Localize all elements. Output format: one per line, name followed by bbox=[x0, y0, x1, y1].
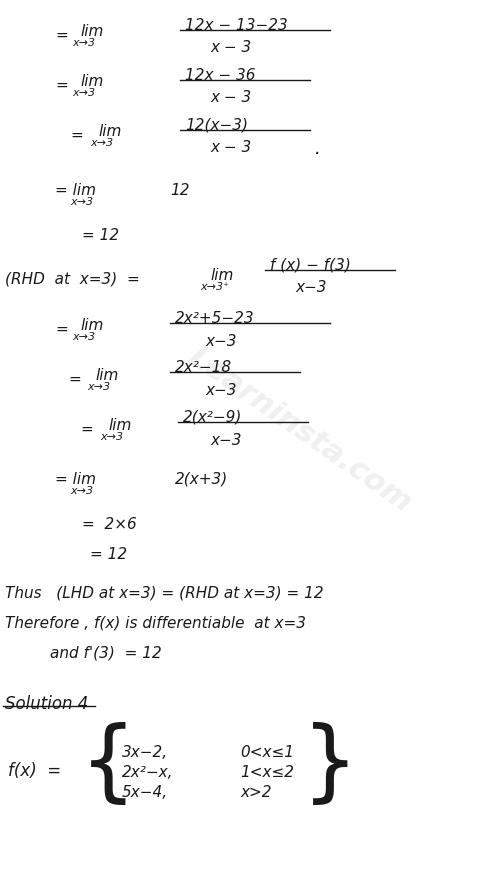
Text: 2x²−x,: 2x²−x, bbox=[122, 765, 173, 780]
Text: =: = bbox=[55, 322, 68, 337]
Text: x→3: x→3 bbox=[70, 197, 93, 207]
Text: x>2: x>2 bbox=[240, 785, 272, 800]
Text: =: = bbox=[70, 128, 83, 143]
Text: f(x)  =: f(x) = bbox=[8, 762, 61, 780]
Text: lim: lim bbox=[210, 268, 233, 283]
Text: =: = bbox=[80, 422, 93, 437]
Text: x−3: x−3 bbox=[295, 280, 327, 295]
Text: =: = bbox=[55, 78, 68, 93]
Text: x→3: x→3 bbox=[87, 382, 110, 392]
Text: x→3: x→3 bbox=[72, 38, 95, 48]
Text: Therefore , f(x) is differentiable  at x=3: Therefore , f(x) is differentiable at x=… bbox=[5, 615, 306, 630]
Text: lim: lim bbox=[80, 74, 103, 89]
Text: = lim: = lim bbox=[55, 472, 96, 487]
Text: }: } bbox=[302, 722, 358, 809]
Text: 2x²−18: 2x²−18 bbox=[175, 360, 232, 375]
Text: 12(x−3): 12(x−3) bbox=[185, 118, 248, 133]
Text: =: = bbox=[68, 372, 81, 387]
Text: 12: 12 bbox=[170, 183, 190, 198]
Text: 2(x+3): 2(x+3) bbox=[175, 472, 228, 487]
Text: 2x²+5−23: 2x²+5−23 bbox=[175, 311, 255, 326]
Text: x→3: x→3 bbox=[72, 332, 95, 342]
Text: f (x) − f(3): f (x) − f(3) bbox=[270, 258, 351, 273]
Text: 12x − 13−23: 12x − 13−23 bbox=[185, 18, 288, 33]
Text: and f'(3)  = 12: and f'(3) = 12 bbox=[50, 645, 162, 660]
Text: x−3: x−3 bbox=[205, 383, 237, 398]
Text: Solution 4: Solution 4 bbox=[5, 695, 88, 713]
Text: 1<x≤2: 1<x≤2 bbox=[240, 765, 294, 780]
Text: x→3: x→3 bbox=[90, 138, 113, 148]
Text: =  2×6: = 2×6 bbox=[82, 517, 137, 532]
Text: x→3: x→3 bbox=[70, 486, 93, 496]
Text: 12x − 36: 12x − 36 bbox=[185, 68, 255, 83]
Text: lim: lim bbox=[108, 418, 131, 433]
Text: Thus   (LHD at x=3) = (RHD at x=3) = 12: Thus (LHD at x=3) = (RHD at x=3) = 12 bbox=[5, 585, 324, 600]
Text: lim: lim bbox=[80, 24, 103, 39]
Text: x − 3: x − 3 bbox=[210, 140, 251, 155]
Text: = 12: = 12 bbox=[82, 228, 119, 243]
Text: lim: lim bbox=[80, 318, 103, 333]
Text: x−3: x−3 bbox=[205, 334, 237, 349]
Text: 2(x²−9): 2(x²−9) bbox=[183, 410, 242, 425]
Text: = 12: = 12 bbox=[90, 547, 127, 562]
Text: (RHD  at  x=3)  =: (RHD at x=3) = bbox=[5, 272, 140, 287]
Text: = lim: = lim bbox=[55, 183, 96, 198]
Text: x − 3: x − 3 bbox=[210, 90, 251, 105]
Text: x→3: x→3 bbox=[72, 88, 95, 98]
Text: x→3⁺: x→3⁺ bbox=[200, 282, 229, 292]
Text: 3x−2,: 3x−2, bbox=[122, 745, 168, 760]
Text: lim: lim bbox=[98, 124, 121, 139]
Text: x→3: x→3 bbox=[100, 432, 123, 442]
Text: .: . bbox=[315, 140, 321, 158]
Text: lim: lim bbox=[95, 368, 118, 383]
Text: 0<x≤1: 0<x≤1 bbox=[240, 745, 294, 760]
Text: =: = bbox=[55, 28, 68, 43]
Text: x−3: x−3 bbox=[210, 433, 241, 448]
Text: x − 3: x − 3 bbox=[210, 40, 251, 55]
Text: {: { bbox=[80, 722, 136, 809]
Text: 5x−4,: 5x−4, bbox=[122, 785, 168, 800]
Text: Learninsta.com: Learninsta.com bbox=[183, 342, 417, 518]
